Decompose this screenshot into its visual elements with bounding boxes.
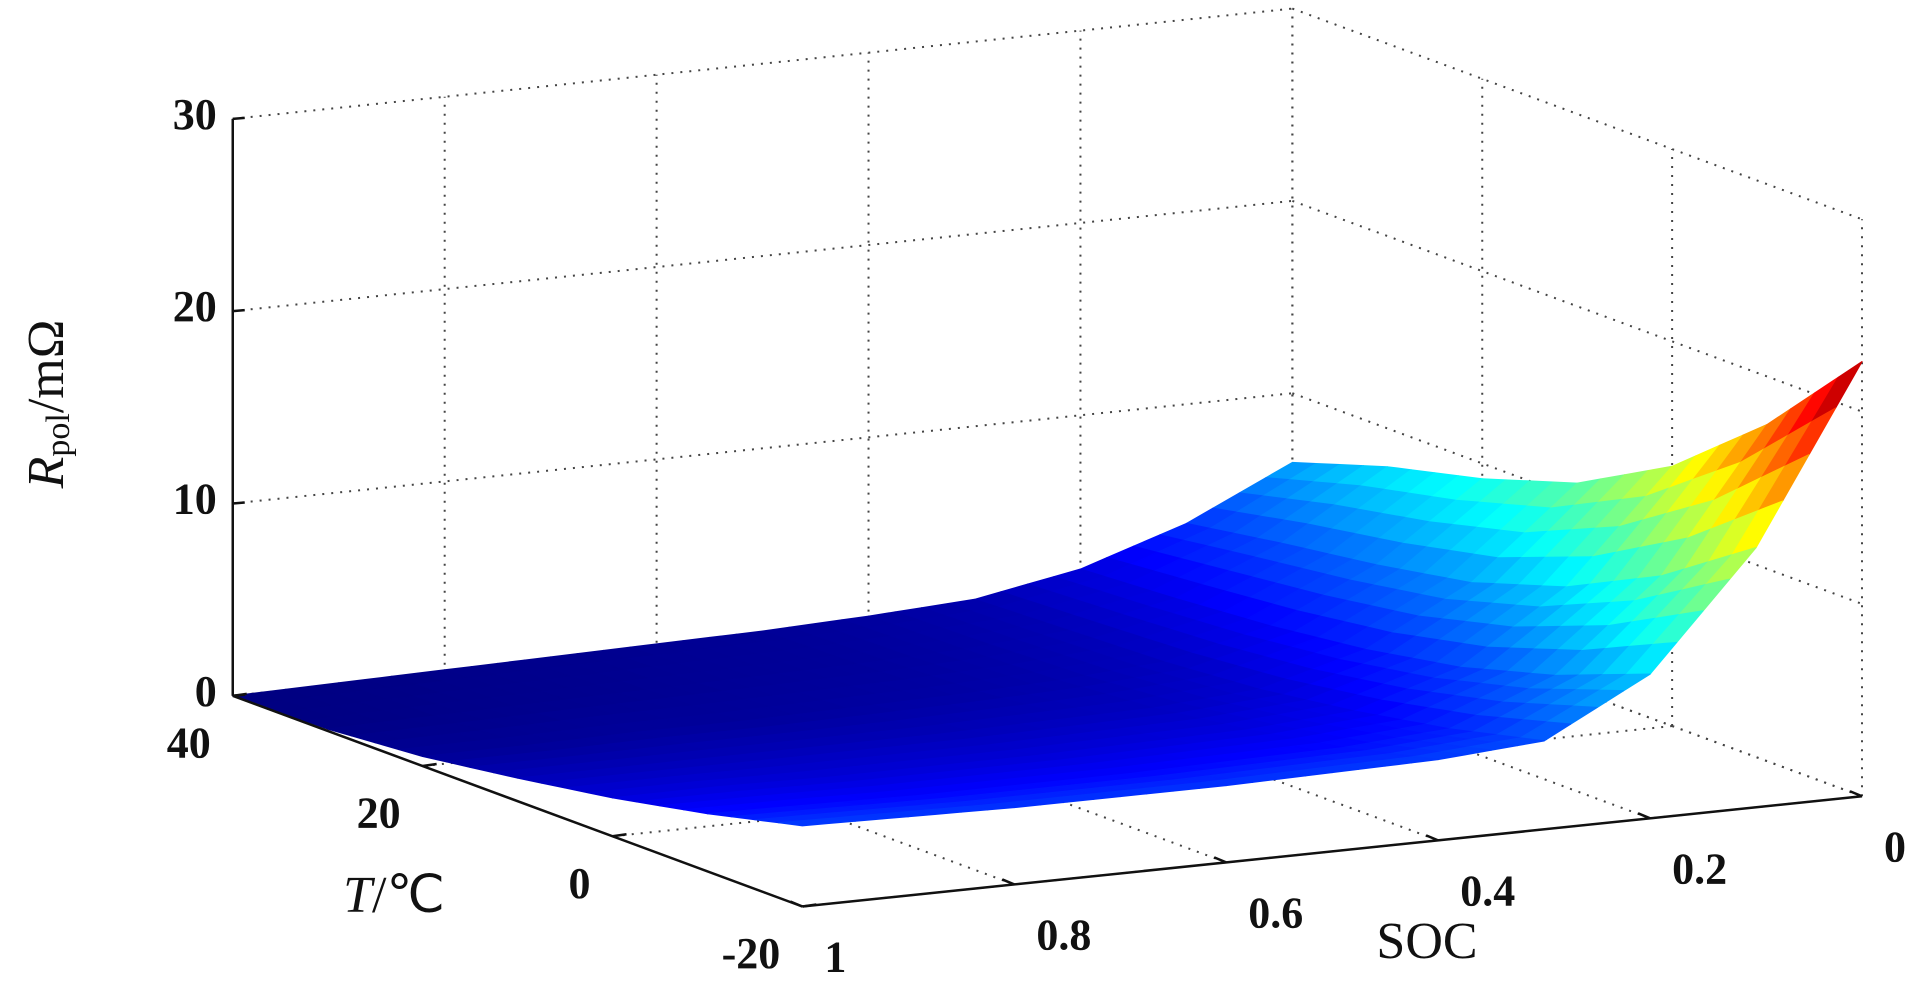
z-tick — [232, 501, 245, 505]
z-axis-label: Rpol/mΩ — [18, 320, 77, 490]
y-tick-label: 20 — [357, 789, 401, 838]
y-tick-label: 40 — [167, 718, 211, 767]
z-tick — [232, 116, 245, 121]
z-tick-label: 30 — [173, 90, 217, 139]
surface-patch — [778, 819, 830, 827]
grid-line — [232, 199, 1293, 313]
z-tick-label: 0 — [195, 667, 217, 716]
z-tick-label: 20 — [173, 282, 217, 331]
y-label-symbol: T — [343, 867, 375, 924]
z-label-unit: /mΩ — [18, 320, 75, 414]
grid-line — [232, 7, 1293, 120]
y-axis — [232, 694, 803, 908]
surface — [232, 360, 1863, 827]
x-tick-label: 0.4 — [1460, 867, 1515, 916]
y-axis-label: T/℃ — [343, 867, 445, 924]
z-label-subscript: pol — [40, 413, 77, 456]
z-tick — [232, 308, 245, 313]
y-tick — [612, 833, 627, 838]
y-label-unit: /℃ — [372, 867, 445, 924]
x-tick-label: 0.6 — [1248, 889, 1303, 938]
z-tick-label: 10 — [173, 475, 217, 524]
x-tick — [1849, 790, 1863, 798]
y-tick-label: 0 — [568, 859, 590, 908]
grid-line — [232, 392, 1293, 505]
x-tick — [789, 900, 803, 908]
z-label-symbol: R — [18, 457, 75, 490]
y-tick-label: -20 — [722, 929, 781, 978]
x-axis — [802, 795, 1863, 908]
x-tick — [1001, 878, 1015, 886]
x-tick — [1425, 834, 1439, 842]
y-tick — [422, 762, 437, 768]
x-tick-label: 0 — [1884, 822, 1906, 871]
grid-line — [1292, 7, 1863, 221]
x-tick — [1213, 856, 1227, 864]
x-tick-label: 1 — [824, 933, 846, 982]
x-tick-label: 0.2 — [1672, 845, 1727, 894]
x-tick-label: 0.8 — [1036, 911, 1091, 960]
x-axis-label: SOC — [1376, 913, 1477, 970]
grid-line — [1292, 199, 1863, 413]
x-tick — [1637, 812, 1651, 820]
y-tick — [802, 903, 817, 908]
y-tick — [232, 692, 247, 698]
